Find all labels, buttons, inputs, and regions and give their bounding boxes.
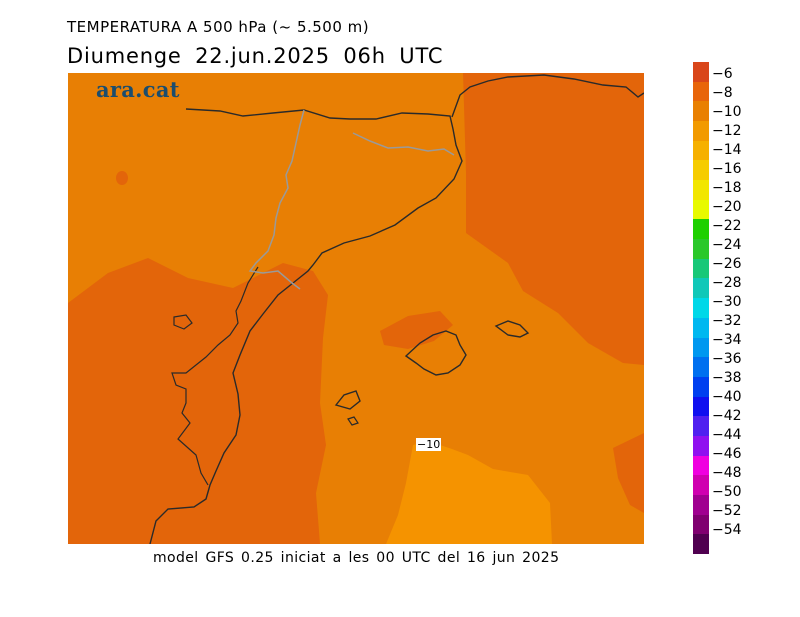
warm-zone-southeast	[613, 433, 644, 513]
contour-label: −10	[416, 438, 442, 451]
coastline-france	[451, 74, 644, 118]
legend-swatch	[693, 160, 709, 181]
legend-label: −46	[712, 446, 742, 462]
island-formentera	[347, 416, 359, 426]
warm-zone-east	[463, 73, 644, 365]
legend-label: −50	[712, 484, 742, 500]
legend-swatch	[693, 534, 709, 555]
legend-label: −26	[712, 256, 742, 272]
ara-cat-logo: ara.cat	[96, 77, 180, 102]
map-subtitle: Diumenge 22.jun.2025 06h UTC	[67, 44, 444, 68]
legend-swatch	[693, 62, 709, 83]
legend-swatch	[693, 416, 709, 437]
border-france	[352, 132, 455, 156]
map-title: TEMPERATURA A 500 hPa (~ 5.500 m)	[67, 18, 370, 36]
warm-zone-balearic	[380, 311, 453, 349]
border-catalonia	[248, 109, 305, 290]
legend-label: −10	[712, 104, 742, 120]
legend-label: −40	[712, 389, 742, 405]
legend-swatch	[693, 219, 709, 240]
legend-label: −22	[712, 218, 742, 234]
island-mallorca	[404, 330, 467, 376]
legend-label: −36	[712, 351, 742, 367]
map-canvas	[68, 73, 644, 544]
legend-label: −12	[712, 123, 742, 139]
cool-zone-south	[386, 441, 552, 544]
legend-swatch	[693, 357, 709, 378]
legend-label: −52	[712, 503, 742, 519]
legend-label: −24	[712, 237, 742, 253]
legend-swatch	[693, 81, 709, 102]
legend-swatch	[693, 239, 709, 260]
island-menorca	[494, 320, 530, 338]
legend-label: −6	[712, 66, 733, 82]
legend-label: −8	[712, 85, 733, 101]
legend-swatch	[693, 199, 709, 220]
legend-swatch	[693, 278, 709, 299]
legend-label: −34	[712, 332, 742, 348]
inland-contour-detail	[173, 314, 193, 330]
legend-swatch	[693, 298, 709, 319]
warm-zone-west	[68, 258, 328, 544]
legend-label: −42	[712, 408, 742, 424]
legend-label: −16	[712, 161, 742, 177]
legend-swatch	[693, 317, 709, 338]
legend-swatch	[693, 396, 709, 417]
legend-label: −20	[712, 199, 742, 215]
inland-contour-west	[171, 266, 259, 486]
legend-label: −48	[712, 465, 742, 481]
legend-label: −44	[712, 427, 742, 443]
legend-swatch	[693, 258, 709, 279]
legend-swatch	[693, 475, 709, 496]
legend-swatch	[693, 121, 709, 142]
legend-swatch	[693, 140, 709, 161]
legend-label: −28	[712, 275, 742, 291]
legend-swatch	[693, 455, 709, 476]
legend-label: −30	[712, 294, 742, 310]
legend-label: −14	[712, 142, 742, 158]
legend-swatch	[693, 180, 709, 201]
island-ibiza	[334, 390, 361, 410]
legend-swatch	[693, 494, 709, 516]
legend-label: −54	[712, 522, 742, 538]
legend-label: −32	[712, 313, 742, 329]
legend-label: −38	[712, 370, 742, 386]
legend-swatch	[693, 337, 709, 358]
legend-swatch	[693, 101, 709, 122]
coastline-iberia	[149, 108, 463, 544]
legend-swatch	[693, 435, 709, 457]
temperature-map: ara.cat −10	[68, 73, 644, 544]
legend-swatch	[693, 376, 709, 398]
color-legend	[693, 62, 709, 555]
model-info-footer: model GFS 0.25 iniciat a les 00 UTC del …	[153, 550, 560, 566]
legend-swatch	[693, 514, 709, 535]
warm-spot	[116, 171, 128, 185]
legend-label: −18	[712, 180, 742, 196]
